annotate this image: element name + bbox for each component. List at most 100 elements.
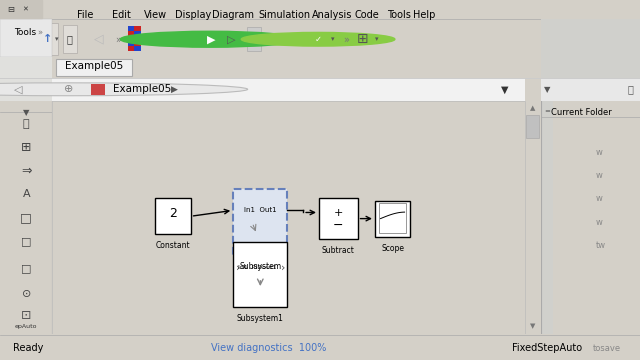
Bar [42,23,58,55]
Bar [247,27,261,51]
Bar [541,101,553,334]
Bar [128,40,134,45]
Text: ↑: ↑ [44,34,52,44]
Bar [379,203,406,233]
FancyBboxPatch shape [56,59,132,76]
Text: Ready: Ready [13,343,43,353]
Text: epAuto: epAuto [15,324,38,329]
Text: ▾: ▾ [331,36,335,42]
Text: In1  PIDout1: In1 PIDout1 [238,265,276,270]
Text: ♻: ♻ [162,33,173,46]
Text: ▼: ▼ [23,108,29,117]
Text: 🔍: 🔍 [628,84,634,94]
Bar [0,78,52,101]
Bar [91,84,105,95]
Bar [0,0,42,18]
Text: ›: › [281,262,285,273]
Text: ▷: ▷ [227,34,236,44]
Text: =: = [544,108,550,114]
Circle shape [241,32,395,46]
Text: ▼: ▼ [530,323,536,329]
Text: tw: tw [595,241,605,250]
Text: +: + [333,208,343,218]
Text: ⊟: ⊟ [8,5,15,14]
Text: Display: Display [175,10,211,20]
Bar [0,0,640,18]
Bar [63,25,77,54]
Text: Subsystem: Subsystem [239,262,282,271]
Text: ◼: ◼ [251,35,257,44]
Bar [0,57,52,78]
Text: ◁: ◁ [14,84,22,94]
Circle shape [120,31,300,47]
Text: 🔍: 🔍 [23,119,29,129]
Text: w: w [595,217,602,226]
Text: ⊙: ⊙ [22,289,31,300]
Text: Diagram: Diagram [212,10,255,20]
Text: ✓: ✓ [315,35,321,44]
Text: Help: Help [413,10,435,20]
Text: View diagnostics  100%: View diagnostics 100% [211,343,326,353]
Text: ▲: ▲ [530,105,536,112]
Circle shape [0,83,248,96]
Bar [233,189,287,255]
Bar [319,198,358,239]
Text: 📈: 📈 [277,34,284,44]
Bar [134,40,141,45]
Text: »: » [342,34,349,44]
Text: ⇒: ⇒ [21,164,31,177]
Bar [541,78,640,101]
Text: Tools: Tools [387,10,410,20]
Bar [233,242,287,307]
Text: Scope: Scope [381,244,404,253]
Text: »: » [298,34,304,44]
Text: 2: 2 [169,207,177,220]
Text: ▼: ▼ [544,85,550,94]
Text: ▶: ▶ [207,34,216,44]
Text: □: □ [21,236,31,246]
Text: In1  Out1: In1 Out1 [244,207,276,213]
Text: ›: › [236,262,240,273]
Bar [156,198,191,234]
Bar [375,201,410,237]
Bar [0,19,52,57]
Bar [128,26,134,31]
Text: 💾: 💾 [67,34,73,44]
Text: FixedStepAuto: FixedStepAuto [512,343,582,353]
Text: −: − [333,219,344,232]
Text: ✕: ✕ [22,6,28,12]
Text: ▶: ▶ [171,85,178,94]
Bar [541,19,640,57]
Text: □: □ [21,264,31,274]
Text: Simulation: Simulation [258,10,310,20]
Text: Edit: Edit [112,10,131,20]
Text: Subsystem1: Subsystem1 [237,314,284,323]
Bar [134,31,141,37]
Text: Code: Code [355,10,380,20]
Bar [52,78,525,101]
Bar [134,26,141,31]
Text: Example05: Example05 [113,84,172,94]
Bar [541,57,640,78]
Text: A: A [22,189,30,199]
Text: ⊞: ⊞ [21,141,31,154]
Text: ◁: ◁ [94,33,104,46]
Text: Tools: Tools [14,28,36,37]
Bar [128,45,134,51]
Text: ◀: ◀ [184,34,193,44]
Text: ⊕: ⊕ [64,84,73,94]
Text: □: □ [20,211,32,224]
Text: Analysis: Analysis [312,10,353,20]
Text: w: w [595,194,602,203]
Bar [128,31,134,37]
Text: Example05: Example05 [65,61,124,71]
Text: tosave: tosave [593,344,621,353]
Text: »: » [115,34,122,44]
Text: ⊞: ⊞ [357,32,369,46]
Text: ▾: ▾ [55,36,59,42]
Text: »: » [37,28,42,37]
Bar [526,115,539,138]
Text: ⊡: ⊡ [21,309,31,322]
Bar [134,45,141,51]
Text: ▼: ▼ [501,84,509,94]
